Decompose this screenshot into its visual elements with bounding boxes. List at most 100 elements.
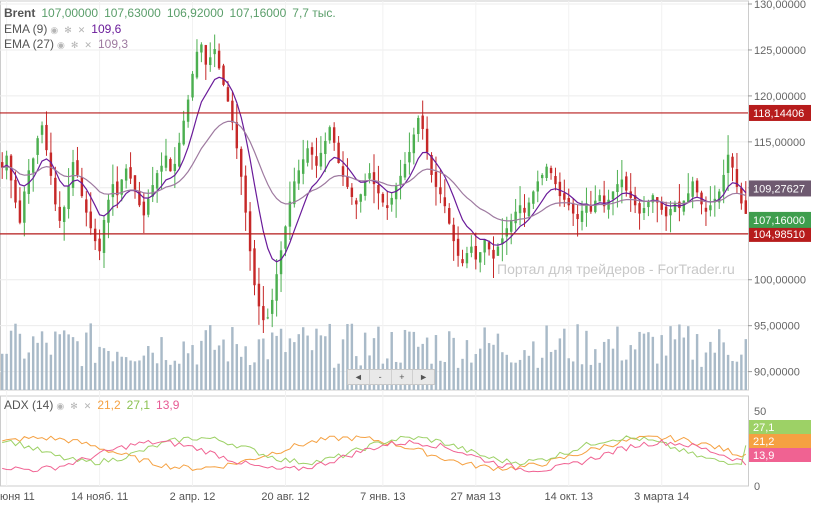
candle-body <box>209 57 212 66</box>
candles <box>0 34 748 333</box>
gear-icon[interactable]: ✻ <box>70 40 79 50</box>
scroll-right-button[interactable]: ► <box>419 372 429 382</box>
candle-body <box>514 211 517 224</box>
candle-body <box>532 191 535 204</box>
volume-bar <box>160 337 163 390</box>
volume-bar <box>664 355 668 390</box>
volume-bar <box>731 360 734 390</box>
gear-icon[interactable]: ✻ <box>64 25 72 35</box>
volume-bar <box>722 342 725 390</box>
grid <box>0 0 749 487</box>
adx-panel-frame <box>0 395 749 487</box>
volume-bar <box>545 325 548 390</box>
volume-bar <box>279 328 283 390</box>
volume-bar <box>651 336 655 390</box>
volume-bar <box>310 350 314 390</box>
volume-bar <box>297 334 300 390</box>
volume-bar <box>213 349 216 390</box>
candle-body <box>589 205 593 212</box>
close-icon[interactable]: ✕ <box>77 25 86 35</box>
volume-bar <box>704 352 708 390</box>
candle-body <box>518 205 522 214</box>
volume-bar <box>558 338 562 390</box>
candle-body <box>98 238 101 252</box>
volume-bar <box>36 342 39 390</box>
volume-bar <box>275 335 278 390</box>
candle-body <box>222 65 225 85</box>
candle-body <box>576 214 579 220</box>
scroll-navigator[interactable]: ◄ - + ► <box>347 369 435 385</box>
volume-bar <box>169 364 172 390</box>
candle-body <box>18 200 22 223</box>
volume-bar <box>514 362 517 390</box>
candle-body <box>470 246 473 253</box>
candle-body <box>390 197 393 205</box>
candle-body <box>213 49 216 55</box>
volume-bar <box>682 337 686 390</box>
candle-body <box>656 197 659 203</box>
volume-bar <box>611 348 615 390</box>
close-icon[interactable]: ✕ <box>83 401 92 411</box>
candle-body <box>173 163 177 171</box>
candle-body <box>102 219 106 253</box>
ohlc-header: Brent 107,00000 107,63000 106,92000 107,1600… <box>4 6 342 20</box>
candle-body <box>496 246 500 256</box>
volume-bar <box>9 330 13 390</box>
candle-body <box>36 138 39 155</box>
candle-body <box>368 173 371 179</box>
volume-bar <box>709 341 712 390</box>
close-icon[interactable]: ✕ <box>84 40 92 50</box>
candle-body <box>244 175 247 213</box>
candle-body <box>363 180 367 196</box>
candle-body <box>505 228 508 237</box>
candle-body <box>240 148 243 177</box>
candle-body <box>726 154 730 173</box>
volume-bar <box>186 353 190 390</box>
candle-body <box>111 184 115 198</box>
candle-body <box>275 274 278 301</box>
scroll-left-button[interactable]: ◄ <box>348 370 370 384</box>
x-tick-label: 14 окт. 13 <box>544 491 593 503</box>
volume-bar <box>98 346 101 390</box>
candle-body <box>452 224 455 242</box>
volume-bar <box>363 332 367 390</box>
candle-body <box>328 127 331 141</box>
eye-icon[interactable]: ◉ <box>50 25 59 35</box>
adx-panel <box>2 434 747 473</box>
candle-body <box>138 190 141 206</box>
eye-icon[interactable]: ◉ <box>57 40 65 50</box>
volume-bar <box>266 359 269 390</box>
candle-body <box>377 184 380 194</box>
volume-bar <box>412 331 416 390</box>
eye-icon[interactable]: ◉ <box>56 401 65 411</box>
candle-body <box>346 176 349 187</box>
level-tag-label: 118,14406 <box>753 108 804 120</box>
candle-body <box>120 179 123 195</box>
candle-body <box>642 208 646 214</box>
high-value: 107,63000 <box>104 6 161 20</box>
candle-body <box>253 248 256 286</box>
candle-body <box>536 181 539 192</box>
volume-bar <box>346 324 349 390</box>
volume-bar <box>284 352 287 390</box>
candle-body <box>14 179 17 203</box>
volume-bar <box>67 334 70 390</box>
adx-tag <box>749 420 811 434</box>
volume-bar <box>527 355 531 390</box>
candle-body <box>394 185 398 200</box>
gear-icon[interactable]: ✻ <box>70 401 78 411</box>
candle-body <box>133 175 137 192</box>
ema9-value: 109,6 <box>91 22 122 36</box>
volume-bar <box>116 351 119 390</box>
zoom-out-button[interactable]: - <box>370 370 392 384</box>
horizontal-lines <box>0 112 748 235</box>
volume-bar <box>270 332 274 390</box>
volume-bar <box>191 345 194 390</box>
candle-body <box>350 187 354 197</box>
volume-bar <box>695 334 699 390</box>
price-tags: 118,14406 104,98510 109,27627 107,16000 27,1… <box>749 104 811 462</box>
volume-bar <box>594 349 597 390</box>
volume-bar <box>571 361 575 390</box>
zoom-in-button[interactable]: + <box>392 370 414 384</box>
